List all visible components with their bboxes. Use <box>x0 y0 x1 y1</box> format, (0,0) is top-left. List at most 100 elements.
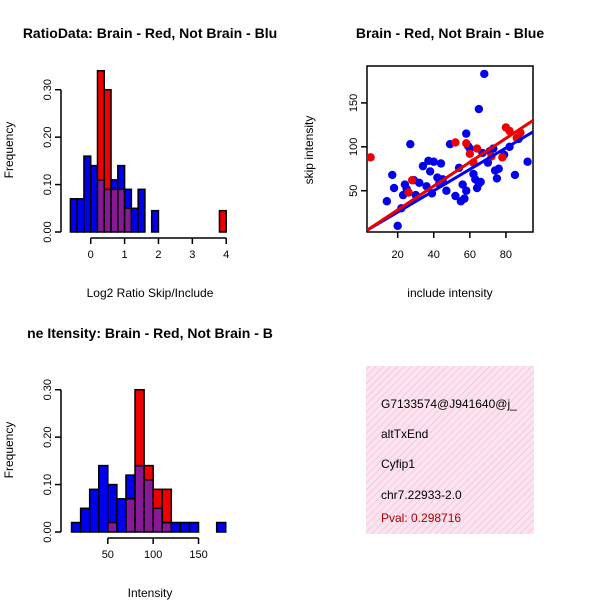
y-axis-label: Frequency <box>2 122 16 179</box>
x-tick-label: 50 <box>102 549 114 561</box>
bar-not-brain <box>97 464 109 533</box>
bar-not-brain <box>170 521 182 533</box>
point-not-brain <box>442 186 451 195</box>
info-gene: Cyfip1 <box>381 457 415 471</box>
bar-not-brain <box>179 521 191 533</box>
info-event-id: G7133574@J941640@j_ <box>381 397 517 411</box>
point-not-brain <box>389 183 399 193</box>
intensity-scatter: Brain - Red, Not Brain - Blue include in… <box>302 25 544 300</box>
y-tick-label: 0.00 <box>42 521 54 542</box>
x-tick-label: 150 <box>189 549 207 561</box>
point-brain <box>404 188 413 197</box>
overlap-bar <box>152 507 163 533</box>
point-not-brain <box>492 174 502 183</box>
bar-not-brain <box>107 483 118 524</box>
point-not-brain <box>476 177 485 187</box>
point-not-brain <box>480 69 489 79</box>
point-not-brain <box>418 161 428 171</box>
plot-frame <box>366 65 534 233</box>
point-not-brain <box>462 186 471 195</box>
bar-not-brain <box>70 521 82 533</box>
bar-brain <box>218 209 227 233</box>
bar-not-brain <box>125 474 136 500</box>
bar-not-brain <box>83 155 92 233</box>
point-not-brain <box>462 129 471 138</box>
bar-not-brain <box>215 521 227 533</box>
bar-not-brain <box>69 198 78 233</box>
y-tick-label: 50 <box>348 185 360 197</box>
x-tick-label: 60 <box>464 249 476 261</box>
info-pval: Pval: 0.298716 <box>381 511 461 525</box>
point-not-brain <box>425 167 435 176</box>
info-background <box>366 366 534 534</box>
bar-not-brain <box>88 488 100 533</box>
y-tick-label: 150 <box>348 94 360 112</box>
point-brain <box>472 144 482 153</box>
point-not-brain <box>510 170 520 180</box>
ratio-histogram: RatioData: Brain - Red, Not Brain - Blu … <box>2 25 277 300</box>
y-tick-label: 0.20 <box>42 426 54 447</box>
bar-not-brain <box>79 507 91 533</box>
y-tick-label: 0.30 <box>42 79 54 100</box>
bar-not-brain <box>89 164 99 233</box>
overlap-bar <box>125 498 136 533</box>
overlap-bar <box>134 464 145 533</box>
point-not-brain <box>415 178 424 188</box>
info-location: chr7.22933-2.0 <box>381 488 462 502</box>
x-tick-label: 2 <box>155 249 161 261</box>
fit-line-not-brain <box>367 130 533 232</box>
point-not-brain <box>451 191 460 201</box>
overlap-bar <box>110 188 119 233</box>
bar-brain <box>161 488 173 524</box>
x-axis-label: Log2 Ratio Skip/Include <box>87 286 214 300</box>
x-axis-label: Intensity <box>128 586 173 600</box>
y-axis-label: skip intensity <box>302 116 316 185</box>
chart-title: Brain - Red, Not Brain - Blue <box>356 25 544 41</box>
chart-title: ne Itensity: Brain - Red, Not Brain - B <box>27 325 273 341</box>
bar-not-brain <box>130 207 139 233</box>
x-tick-label: 3 <box>189 249 195 261</box>
bar-not-brain <box>123 188 133 210</box>
x-tick-label: 0 <box>88 249 94 261</box>
overlap-bar <box>117 188 126 233</box>
scatter-area <box>367 69 533 232</box>
y-tick-label: 0.20 <box>42 126 54 147</box>
overlap-bar <box>161 521 173 533</box>
point-not-brain <box>458 180 467 189</box>
bar-brain <box>152 488 163 510</box>
point-not-brain <box>429 157 438 166</box>
point-not-brain <box>474 104 484 114</box>
point-not-brain <box>388 170 397 180</box>
bar-not-brain <box>117 164 126 191</box>
bar-not-brain <box>76 198 85 233</box>
point-brain <box>498 153 507 162</box>
x-tick-label: 1 <box>122 249 128 261</box>
bar-not-brain <box>150 209 160 233</box>
point-brain <box>367 153 375 162</box>
chart-title: RatioData: Brain - Red, Not Brain - Blu <box>23 25 277 41</box>
overlap-bar <box>103 188 112 233</box>
point-brain <box>407 175 417 185</box>
bar-brain <box>103 88 112 191</box>
overlap-bar <box>123 207 133 233</box>
x-tick-label: 40 <box>428 249 440 261</box>
overlap-bar <box>96 179 106 233</box>
point-not-brain <box>460 194 469 203</box>
fit-line-brain <box>367 119 533 232</box>
bar-not-brain <box>116 498 127 533</box>
intensity-histogram: ne Itensity: Brain - Red, Not Brain - B … <box>2 325 273 600</box>
point-brain <box>465 149 475 159</box>
y-tick-label: 100 <box>348 138 360 156</box>
y-tick-label: 0.30 <box>42 379 54 400</box>
bar-not-brain <box>110 179 119 191</box>
point-not-brain <box>406 139 415 149</box>
info-event-type: altTxEnd <box>381 427 428 441</box>
overlap-bar <box>143 479 154 533</box>
point-not-brain <box>393 221 402 231</box>
y-tick-label: 0.10 <box>42 174 54 195</box>
bar-brain <box>134 388 145 467</box>
point-brain <box>462 139 471 148</box>
info-panel: G7133574@J941640@j_ altTxEnd Cyfip1 chr7… <box>366 366 534 534</box>
x-tick-label: 4 <box>223 249 229 261</box>
